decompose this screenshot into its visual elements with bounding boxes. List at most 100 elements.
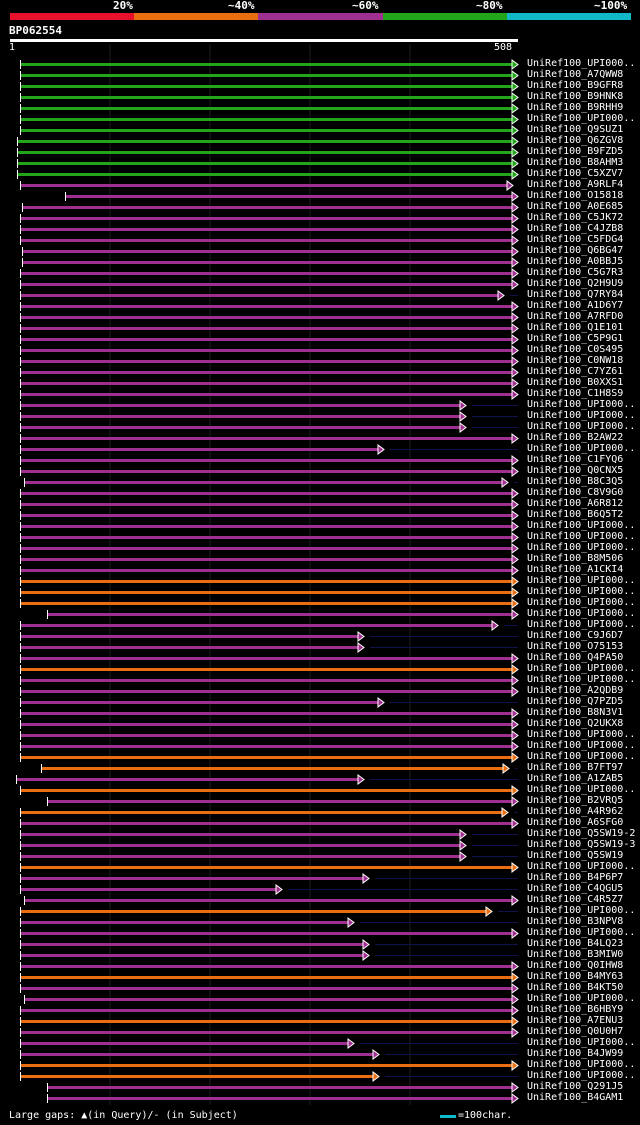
hit-label[interactable]: UniRef100_B2AW22 [527,432,624,443]
hit-bar[interactable] [20,723,513,726]
hit-row[interactable] [20,587,519,598]
hit-bar[interactable] [20,426,461,429]
hit-row[interactable] [20,939,518,950]
hit-label[interactable]: UniRef100_B2VRQ5 [527,795,624,806]
hit-label[interactable]: UniRef100_UPI000.. [527,784,636,795]
hit-bar[interactable] [20,217,513,220]
hit-row[interactable] [20,972,519,983]
hit-bar[interactable] [20,921,349,924]
hit-bar[interactable] [22,261,513,264]
hit-label[interactable]: UniRef100_UPI000.. [527,1070,636,1081]
hit-bar[interactable] [20,932,513,935]
hit-bar[interactable] [20,360,513,363]
hit-bar[interactable] [20,492,513,495]
hit-label[interactable]: UniRef100_UPI000.. [527,113,636,124]
hit-row[interactable] [20,884,518,895]
hit-label[interactable]: UniRef100_A1CKI4 [527,564,624,575]
hit-label[interactable]: UniRef100_C5FDG4 [527,234,624,245]
hit-bar[interactable] [20,107,513,110]
hit-bar[interactable] [20,503,513,506]
hit-row[interactable] [20,950,518,961]
hit-row[interactable] [20,752,519,763]
hit-bar[interactable] [20,745,513,748]
hit-label[interactable]: UniRef100_B7FT97 [527,762,624,773]
hit-row[interactable] [20,444,518,455]
hit-bar[interactable] [20,591,513,594]
hit-bar[interactable] [20,833,461,836]
hit-label[interactable]: UniRef100_O15818 [527,190,624,201]
hit-label[interactable]: UniRef100_UPI000.. [527,608,636,619]
hit-row[interactable] [20,114,519,125]
hit-row[interactable] [20,279,519,290]
hit-bar[interactable] [20,976,513,979]
hit-bar[interactable] [20,690,513,693]
hit-bar[interactable] [47,1086,513,1089]
hit-row[interactable] [20,422,518,433]
hit-row[interactable] [20,1049,518,1060]
hit-row[interactable] [20,488,519,499]
hit-row[interactable] [20,598,519,609]
hit-label[interactable]: UniRef100_C4QGU5 [527,883,624,894]
hit-label[interactable]: UniRef100_UPI000.. [527,597,636,608]
hit-bar[interactable] [20,1075,374,1078]
hit-label[interactable]: UniRef100_UPI000.. [527,729,636,740]
hit-bar[interactable] [20,580,513,583]
hit-label[interactable]: UniRef100_B6Q5T2 [527,509,624,520]
hit-bar[interactable] [24,998,513,1001]
hit-label[interactable]: UniRef100_B4KT50 [527,982,624,993]
hit-label[interactable]: UniRef100_A7RFD0 [527,311,624,322]
hit-bar[interactable] [65,195,513,198]
hit-row[interactable] [20,510,519,521]
hit-label[interactable]: UniRef100_Q7RY84 [527,289,624,300]
hit-label[interactable]: UniRef100_UPI000.. [527,619,636,630]
hit-bar[interactable] [24,899,513,902]
hit-row[interactable] [20,499,519,510]
hit-bar[interactable] [20,327,513,330]
hit-label[interactable]: UniRef100_Q6BG47 [527,245,624,256]
hit-row[interactable] [20,92,519,103]
hit-row[interactable] [20,180,519,191]
hit-bar[interactable] [20,129,513,132]
hit-row[interactable] [20,433,519,444]
hit-label[interactable]: UniRef100_UPI000.. [527,927,636,938]
hit-label[interactable]: UniRef100_A7QWW8 [527,69,624,80]
hit-label[interactable]: UniRef100_A1D6Y7 [527,300,624,311]
hit-row[interactable] [47,1093,519,1104]
hit-bar[interactable] [20,118,513,121]
hit-row[interactable] [20,1016,519,1027]
hit-bar[interactable] [22,250,513,253]
hit-row[interactable] [20,301,519,312]
hit-row[interactable] [20,378,519,389]
hit-bar[interactable] [20,96,513,99]
hit-bar[interactable] [20,965,513,968]
hit-bar[interactable] [20,756,513,759]
hit-bar[interactable] [20,404,461,407]
hit-label[interactable]: UniRef100_B9HNK8 [527,91,624,102]
hit-row[interactable] [20,543,519,554]
hit-row[interactable] [20,235,519,246]
hit-row[interactable] [17,136,519,147]
hit-row[interactable] [17,169,519,180]
hit-label[interactable]: UniRef100_A0E685 [527,201,624,212]
hit-label[interactable]: UniRef100_B4LQ23 [527,938,624,949]
hit-row[interactable] [20,620,518,631]
hit-label[interactable]: UniRef100_C9J6D7 [527,630,624,641]
hit-label[interactable]: UniRef100_B8N3V1 [527,707,624,718]
hit-bar[interactable] [20,1064,513,1067]
hit-label[interactable]: UniRef100_UPI000.. [527,531,636,542]
hit-bar[interactable] [20,635,359,638]
hit-label[interactable]: UniRef100_C4JZB8 [527,223,624,234]
hit-bar[interactable] [20,624,493,627]
hit-label[interactable]: UniRef100_UPI000.. [527,905,636,916]
hit-row[interactable] [20,70,519,81]
hit-row[interactable] [20,59,519,70]
hit-label[interactable]: UniRef100_UPI000.. [527,58,636,69]
hit-label[interactable]: UniRef100_B3MIW0 [527,949,624,960]
hit-row[interactable] [20,675,519,686]
hit-row[interactable] [20,708,519,719]
hit-label[interactable]: UniRef100_UPI000.. [527,1037,636,1048]
hit-bar[interactable] [20,679,513,682]
hit-row[interactable] [20,697,518,708]
hit-row[interactable] [20,840,518,851]
hit-row[interactable] [20,664,519,675]
